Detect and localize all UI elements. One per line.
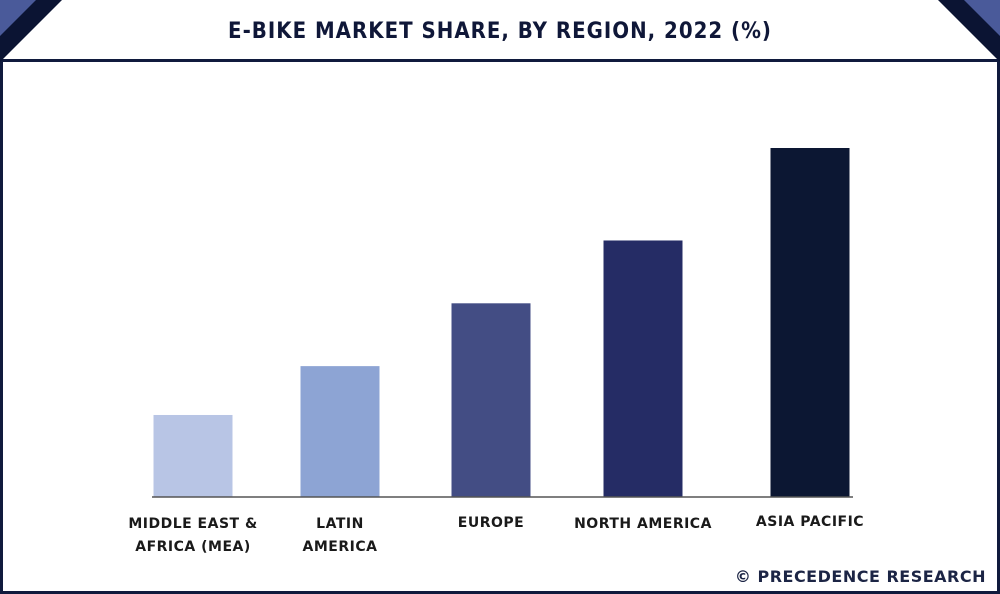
x-tick-label: LATIN <box>316 516 364 532</box>
source-credit: © PRECEDENCE RESEARCH <box>734 567 986 586</box>
x-tick-label: MIDDLE EAST & <box>128 516 257 532</box>
header-band: E-BIKE MARKET SHARE, BY REGION, 2022 (%) <box>0 0 1000 62</box>
bar-4 <box>770 148 850 497</box>
bar-1 <box>300 366 380 497</box>
x-tick-label: AMERICA <box>303 539 378 555</box>
x-labels-group: MIDDLE EAST & AFRICA (MEA) LATIN AMERICA EUR… <box>128 514 864 555</box>
right-corner-decoration <box>938 0 1000 62</box>
left-corner-decoration <box>0 0 62 62</box>
x-tick-label: EUROPE <box>458 515 524 531</box>
x-tick-label: ASIA PACIFIC <box>756 514 864 530</box>
chart-title: E-BIKE MARKET SHARE, BY REGION, 2022 (%) <box>228 18 772 44</box>
x-tick-label: NORTH AMERICA <box>574 516 712 532</box>
bars-group <box>153 148 850 498</box>
x-tick-label: AFRICA (MEA) <box>135 539 251 555</box>
bar-3 <box>603 240 683 498</box>
bar-2 <box>451 303 531 497</box>
bar-0 <box>153 414 233 497</box>
